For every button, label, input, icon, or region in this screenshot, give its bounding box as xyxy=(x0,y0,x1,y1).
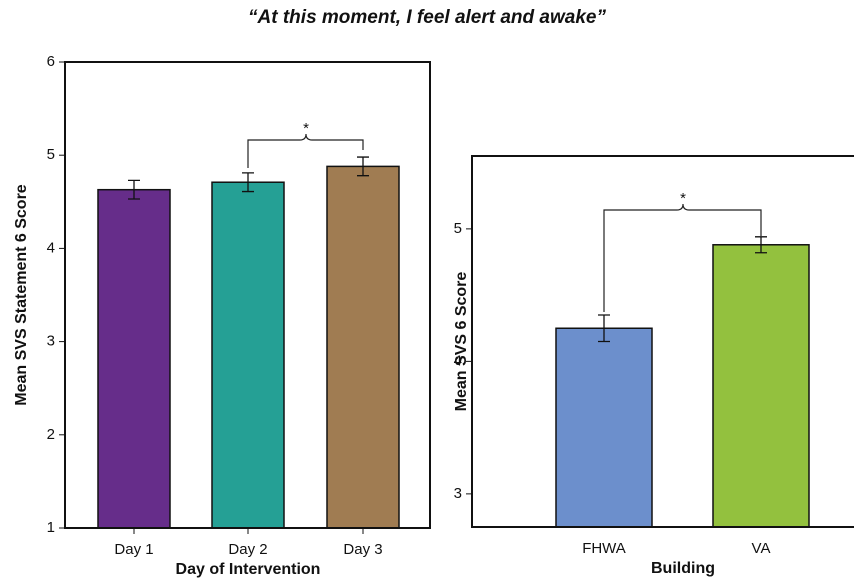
y-tick-label: 4 xyxy=(47,239,55,256)
y-tick-label: 2 xyxy=(47,426,55,443)
significance-bracket xyxy=(603,203,762,312)
error-bar xyxy=(755,236,767,254)
significance-bracket xyxy=(247,133,364,168)
plot-frame xyxy=(64,61,431,529)
error-bar xyxy=(128,179,140,200)
page-title: “At this moment, I feel alert and awake” xyxy=(248,7,606,28)
annotation: * xyxy=(303,120,309,137)
error-bar xyxy=(357,156,369,177)
bar xyxy=(97,188,171,529)
bar xyxy=(712,244,810,528)
y-axis-label: Mean SVS Statement 6 Score xyxy=(13,184,30,406)
x-tick-label: VA xyxy=(752,540,771,557)
bar xyxy=(211,181,285,529)
y-tick-label: 3 xyxy=(47,333,55,350)
annotation: * xyxy=(680,190,686,207)
plot-frame xyxy=(471,155,854,528)
y-tick-label: 6 xyxy=(47,53,55,70)
error-bar xyxy=(598,314,610,343)
bar xyxy=(326,165,400,529)
bar xyxy=(555,327,653,528)
y-tick-label: 1 xyxy=(47,519,55,536)
y-tick-label: 5 xyxy=(454,220,462,237)
x-tick-label: Day 2 xyxy=(228,541,267,558)
x-axis-label: Building xyxy=(651,560,715,577)
y-tick-label: 4 xyxy=(454,352,462,369)
y-tick-label: 3 xyxy=(454,485,462,502)
y-tick-label: 5 xyxy=(47,146,55,163)
error-bar xyxy=(242,172,254,193)
y-axis-label: Mean SVS 6 Score xyxy=(453,272,470,412)
x-tick-label: Day 1 xyxy=(114,541,153,558)
x-axis-label: Day of Intervention xyxy=(176,561,321,578)
x-tick-label: FHWA xyxy=(582,540,626,557)
x-tick-label: Day 3 xyxy=(343,541,382,558)
